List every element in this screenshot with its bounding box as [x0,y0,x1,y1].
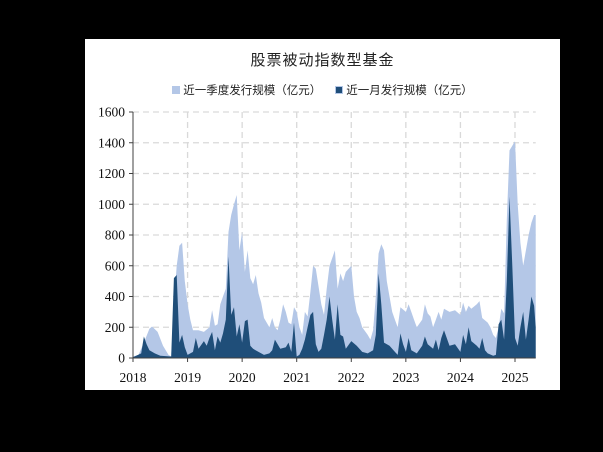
legend-item-monthly: 近一月发行规模（亿元） [335,82,473,98]
legend-item-quarterly: 近一季度发行规模（亿元） [172,82,321,98]
x-tick-label: 2022 [338,370,365,385]
y-tick-label: 600 [105,258,126,273]
legend-swatch-monthly [335,86,344,94]
y-tick-label: 800 [105,228,126,243]
y-tick-label: 1400 [98,135,125,150]
y-tick-label: 0 [118,351,125,366]
y-tick-label: 200 [105,320,126,335]
area-monthly-issuance [133,196,536,358]
chart-plot-area: 0 200 400 600 800 1000 1200 1400 1600 2018 2019 202… [98,105,536,385]
y-tick-label: 1000 [98,197,125,212]
x-tick-label: 2019 [174,370,201,385]
y-tick-label: 1200 [98,166,125,181]
x-tick-label: 2018 [120,370,147,385]
x-tick-label: 2020 [229,370,256,385]
legend-swatch-quarterly [172,86,181,94]
chart-panel: 股票被动指数型基金 近一季度发行规模（亿元） 近一月发行规模（亿元） 0 200 4… [85,39,560,390]
legend-label-monthly: 近一月发行规模（亿元） [346,83,473,97]
x-tick-label: 2021 [283,370,310,385]
legend-label-quarterly: 近一季度发行规模（亿元） [183,83,322,97]
x-tick-label: 2025 [501,370,528,385]
x-tick-label: 2024 [447,370,474,385]
x-tick-label: 2023 [392,370,419,385]
chart-legend: 近一季度发行规模（亿元） 近一月发行规模（亿元） [85,82,560,98]
y-tick-label: 1600 [98,105,125,120]
area-quarterly-issuance [133,141,536,358]
chart-title: 股票被动指数型基金 [250,51,395,69]
y-tick-label: 400 [105,289,126,304]
